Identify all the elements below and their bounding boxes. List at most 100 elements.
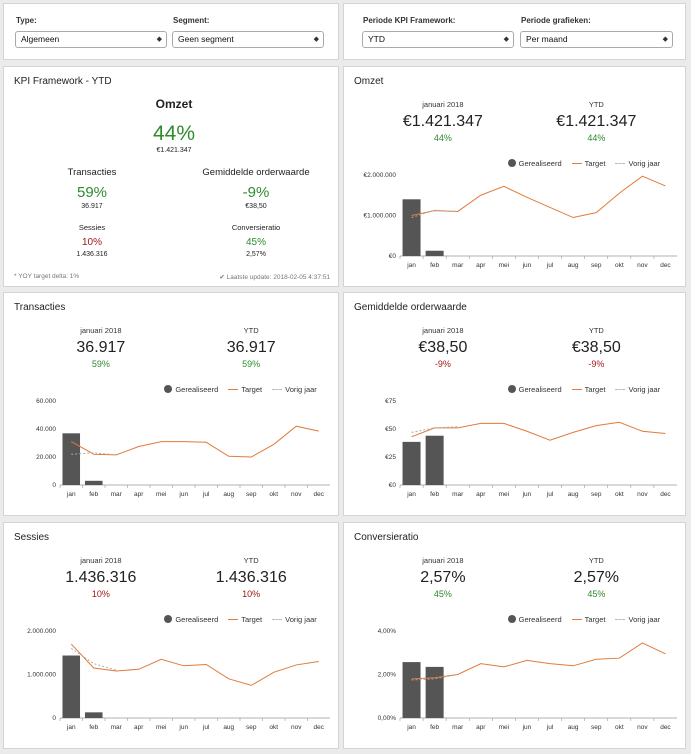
x-tick-label: sep (246, 724, 257, 731)
sessies-ytd-value: 1.436.316 (215, 569, 287, 586)
legend-target-label: Target (584, 614, 606, 624)
conversie-chart: 0,00% 2,00% 4,00% jan feb mar apr mei jun jul aug s… (378, 628, 677, 731)
legend-prev-swatch (272, 618, 283, 620)
orderwaarde-label: Gemiddelde orderwaarde (202, 167, 310, 178)
transacties-period-value: 36.917 (76, 339, 126, 356)
sessies-ytd-pct: 10% (242, 589, 261, 599)
y-tick-label: 0,00% (378, 715, 397, 722)
x-tick-label: okt (615, 724, 624, 731)
yoy-target-note: * YOY target delta: 1% (14, 273, 80, 280)
type-select-value: Algemeen (21, 34, 60, 44)
x-tick-label: jun (522, 262, 532, 269)
x-tick-label: okt (615, 262, 624, 269)
x-tick-label: jun (178, 491, 188, 498)
check-icon: ✔ (219, 274, 225, 281)
legend-realised-label: Gerealiseerd (518, 158, 562, 168)
y-tick-label: €25 (385, 454, 396, 461)
legend-target-swatch (228, 388, 239, 390)
transacties-legend: Gerealiseerd Target Vorig jaar (164, 384, 317, 394)
x-tick-label: nov (291, 491, 302, 498)
segment-select[interactable]: Geen segment ◆ (172, 31, 324, 48)
transacties-ytd-value: 36.917 (226, 339, 276, 356)
x-tick-label: aug (568, 262, 579, 269)
x-tick-label: apr (134, 724, 144, 731)
type-select[interactable]: Algemeen ◆ (15, 31, 167, 48)
target-line (70, 643, 319, 686)
period-charts-label: Periode grafieken: (521, 16, 591, 25)
x-tick-label: sep (591, 262, 602, 269)
x-tick-label: jan (66, 724, 76, 731)
transacties-pct: 59% (76, 184, 108, 201)
transacties-period-pct: 59% (91, 359, 110, 369)
legend-prev-swatch (615, 162, 626, 164)
chart-panel-conversie: Conversieratio januari 2018 2,57% 45% YTD 2,5… (343, 522, 686, 749)
last-update: ✔ Laatste update: 2018-02-05 4:37:51 (219, 273, 330, 281)
legend-realised-swatch (164, 615, 173, 624)
omzet-pct: 44% (152, 122, 196, 145)
prev-year-line (411, 426, 458, 433)
legend-realised-swatch (164, 385, 173, 394)
select-arrows-icon: ◆ (156, 36, 162, 43)
y-tick-label: €1.000.000 (363, 213, 396, 220)
x-tick-label: jan (406, 262, 416, 269)
x-tick-label: mei (499, 724, 509, 731)
sessies-period-pct: 10% (91, 589, 110, 599)
omzet-value: €1.421.347 (156, 147, 192, 154)
x-tick-label: jan (406, 491, 416, 498)
x-tick-label: mar (452, 262, 464, 269)
x-tick-label: nov (637, 262, 648, 269)
select-arrows-icon: ◆ (662, 36, 668, 43)
x-tick-label: okt (269, 724, 278, 731)
orderwaarde-ytd-pct: -9% (588, 359, 605, 369)
orderwaarde-chart: €0 €25 €50 €75 jan feb mar apr mei jun jul aug sep ok… (385, 398, 677, 498)
period-kpi-select[interactable]: YTD ◆ (362, 31, 514, 48)
legend-target-swatch (228, 618, 239, 620)
realised-bar (425, 435, 444, 485)
type-label: Type: (16, 16, 37, 25)
legend-target-label: Target (584, 384, 606, 394)
legend-realised-label: Gerealiseerd (518, 384, 562, 394)
x-tick-label: mei (156, 724, 166, 731)
orderwaarde-period-pct: -9% (434, 359, 451, 369)
period-charts-select-value: Per maand (526, 34, 568, 44)
omzet-legend: Gerealiseerd Target Vorig jaar (507, 158, 660, 168)
sessies-legend: Gerealiseerd Target Vorig jaar (164, 614, 317, 624)
x-tick-label: jun (522, 491, 532, 498)
omzet-period-value: €1.421.347 (402, 113, 483, 130)
y-tick-label: €2.000.000 (363, 172, 396, 179)
x-tick-label: feb (89, 724, 98, 731)
legend-realised-label: Gerealiseerd (518, 614, 562, 624)
y-tick-label: €75 (385, 398, 396, 405)
legend-prev-label: Vorig jaar (628, 384, 661, 394)
orderwaarde-period-label: januari 2018 (422, 326, 464, 335)
legend-prev-label: Vorig jaar (285, 384, 317, 394)
chart-panel-transacties: Transacties januari 2018 36.917 59% YTD 36.91… (3, 292, 339, 516)
legend-realised-label: Gerealiseerd (175, 614, 219, 624)
omzet-chart-title: Omzet (354, 76, 384, 87)
last-update-text: Laatste update: 2018-02-05 4:37:51 (226, 274, 330, 281)
y-tick-label: 20.000 (36, 454, 56, 461)
transacties-ytd-pct: 59% (242, 359, 261, 369)
y-tick-label: 0 (52, 715, 56, 722)
sessies-chart: 0 1.000.000 2.000.000 jan feb mar apr mei jun jul… (27, 628, 330, 731)
x-tick-label: jun (178, 724, 188, 731)
x-tick-label: sep (246, 491, 257, 498)
target-line (71, 425, 319, 458)
target-line (411, 642, 666, 680)
legend-target-label: Target (584, 158, 606, 168)
y-tick-label: 60.000 (36, 398, 56, 405)
period-charts-select[interactable]: Per maand ◆ (520, 31, 673, 48)
x-tick-label: apr (134, 491, 144, 498)
transacties-chart: 0 20.000 40.000 60.000 jan feb mar apr mei jun jul… (36, 398, 330, 498)
x-tick-label: mar (452, 724, 464, 731)
target-line (411, 175, 666, 219)
sessies-period-value: 1.436.316 (65, 569, 137, 586)
x-tick-label: dec (314, 491, 325, 498)
kpi-framework-panel: KPI Framework - YTD Omzet 44% €1.421.347… (3, 66, 339, 287)
transacties-period-label: januari 2018 (80, 326, 122, 335)
x-tick-label: apr (476, 724, 486, 731)
realised-bar (402, 662, 421, 718)
conversie-label: Conversieratio (231, 223, 281, 232)
x-tick-label: apr (476, 491, 486, 498)
sessies-pct: 10% (81, 237, 103, 248)
